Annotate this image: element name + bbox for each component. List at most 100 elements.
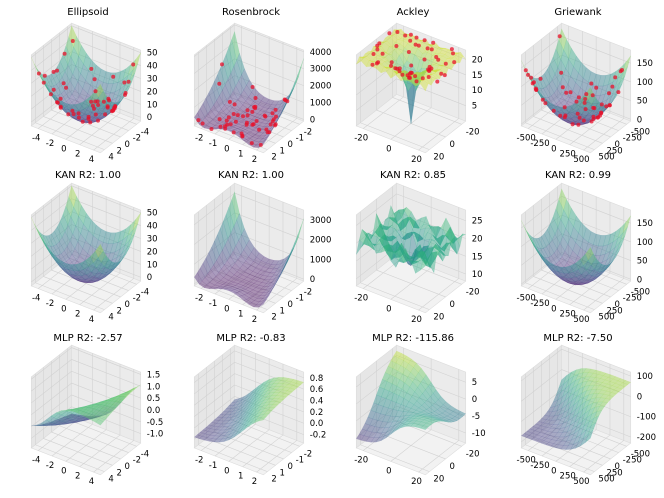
sample-point bbox=[231, 130, 236, 135]
surface-facet bbox=[264, 290, 273, 301]
y-tick-label: -500 bbox=[631, 127, 650, 137]
sample-point bbox=[531, 80, 536, 85]
sample-point bbox=[66, 112, 71, 117]
surface-facet bbox=[214, 282, 224, 287]
gridline bbox=[51, 269, 121, 298]
surface-facet bbox=[545, 99, 554, 110]
surface-facet bbox=[398, 242, 407, 262]
surface-facet bbox=[289, 234, 299, 257]
surface-facet bbox=[105, 269, 114, 277]
gridline bbox=[222, 103, 292, 131]
surface-facet bbox=[242, 260, 251, 269]
surface-facet bbox=[270, 278, 279, 289]
surface-facet bbox=[228, 199, 237, 228]
surface-facet bbox=[425, 263, 435, 273]
y-tick-label: -2 bbox=[133, 294, 141, 304]
sample-point bbox=[604, 104, 609, 109]
surface-facet bbox=[270, 260, 280, 265]
surface-facet bbox=[210, 264, 219, 277]
surface-facet bbox=[383, 224, 393, 231]
surface-facet bbox=[68, 254, 78, 266]
surface-facet bbox=[58, 262, 67, 273]
surface-facet bbox=[73, 260, 83, 271]
surface-facet bbox=[75, 215, 84, 234]
surface-facet bbox=[81, 100, 90, 111]
sample-point bbox=[55, 68, 59, 73]
surface-facet bbox=[414, 48, 423, 61]
surface-facet bbox=[71, 274, 80, 280]
surface-facet bbox=[370, 241, 380, 254]
surface-facet bbox=[87, 280, 97, 283]
surface-facet bbox=[225, 280, 234, 285]
surface-facet bbox=[240, 249, 249, 262]
gridline bbox=[35, 282, 105, 310]
sample-point bbox=[584, 92, 589, 97]
gridline bbox=[59, 263, 129, 291]
sample-point bbox=[89, 66, 94, 71]
z-tick-label: 0 bbox=[637, 115, 642, 125]
surface-facet bbox=[98, 105, 108, 114]
surface-facet bbox=[407, 217, 416, 230]
z-tick-label: 0 bbox=[310, 275, 315, 285]
surface-facet bbox=[238, 295, 247, 301]
gridline bbox=[356, 211, 397, 244]
surface-facet bbox=[415, 258, 424, 274]
surface-facet bbox=[210, 104, 219, 117]
surface-facet bbox=[264, 288, 274, 296]
sample-point bbox=[283, 98, 288, 103]
surface-facet bbox=[268, 279, 277, 287]
sample-point bbox=[217, 81, 222, 86]
sample-point bbox=[253, 96, 258, 100]
surface-facet bbox=[244, 127, 254, 133]
surface-facet bbox=[116, 84, 126, 98]
surface-facet bbox=[226, 127, 236, 131]
gridline bbox=[71, 211, 141, 239]
surface-facet bbox=[457, 52, 466, 60]
surface-facet bbox=[237, 254, 246, 265]
sample-point bbox=[103, 112, 108, 117]
sample-point bbox=[36, 71, 41, 76]
surface-facet bbox=[126, 232, 136, 248]
surface-facet bbox=[251, 247, 260, 258]
surface-facet bbox=[359, 56, 368, 59]
surface-facet bbox=[376, 213, 385, 227]
surface-facet bbox=[201, 277, 211, 286]
surface-facet bbox=[385, 243, 394, 262]
surface-facet bbox=[266, 285, 276, 297]
surface-facet bbox=[80, 223, 89, 241]
sample-point bbox=[583, 107, 588, 112]
surface-facet bbox=[256, 252, 265, 261]
surface-facet bbox=[263, 103, 272, 109]
sample-point bbox=[217, 117, 222, 122]
surface-facet bbox=[425, 245, 434, 265]
surface-facet bbox=[68, 269, 77, 276]
surface-facet bbox=[290, 76, 299, 95]
y-tick-label: -2 bbox=[133, 134, 141, 144]
sample-point bbox=[413, 74, 418, 79]
x-tick-label: 20 bbox=[411, 155, 422, 165]
sample-point bbox=[582, 100, 587, 105]
surface-facet bbox=[202, 257, 211, 274]
gridline bbox=[234, 41, 304, 69]
surface-facet bbox=[557, 218, 566, 237]
surface-facet bbox=[225, 46, 234, 74]
surface-facet bbox=[542, 96, 551, 106]
z-tick-label: 100 bbox=[637, 78, 653, 88]
surface-facet bbox=[224, 260, 233, 272]
surface-facet bbox=[413, 246, 422, 260]
sample-point bbox=[564, 90, 569, 95]
surface-facet bbox=[374, 236, 383, 247]
surface-facet bbox=[41, 237, 50, 252]
surface-facet bbox=[583, 67, 592, 83]
surface bbox=[356, 205, 467, 274]
surface bbox=[355, 29, 466, 124]
surface-facet bbox=[261, 135, 270, 145]
surface-facet bbox=[619, 66, 628, 83]
surface-facet bbox=[275, 268, 284, 284]
surface-facet bbox=[268, 104, 277, 110]
surface-facet bbox=[565, 218, 574, 237]
surface-facet bbox=[575, 72, 584, 88]
sample-point bbox=[209, 127, 214, 131]
surface-facet bbox=[209, 279, 218, 286]
